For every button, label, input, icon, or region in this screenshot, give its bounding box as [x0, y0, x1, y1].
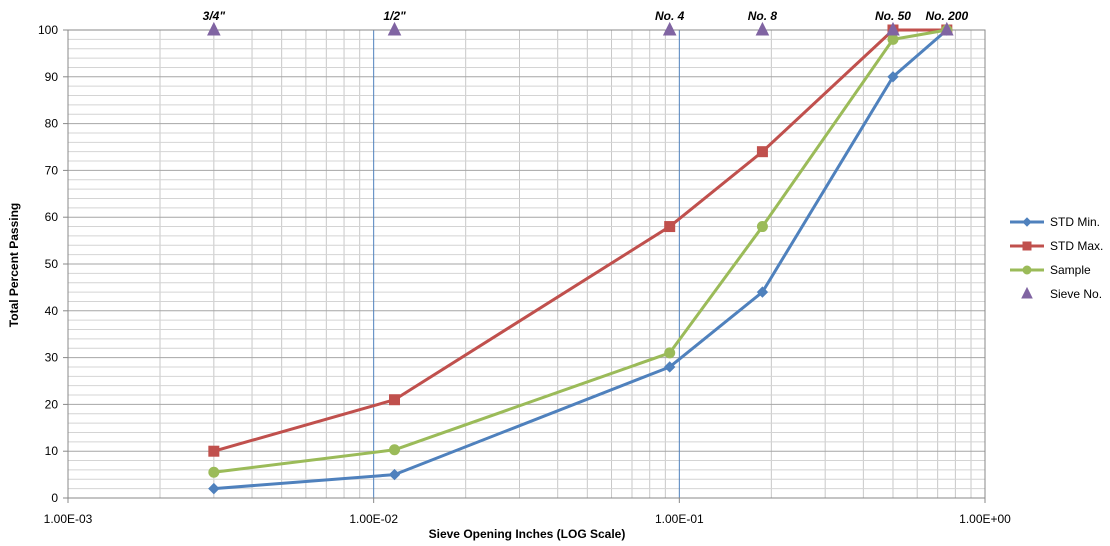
data-point	[208, 482, 220, 495]
y-tick-label: 10	[45, 444, 59, 458]
legend-marker	[1022, 265, 1032, 275]
y-tick-label: 50	[45, 257, 59, 271]
sieve-label: No. 200	[925, 9, 968, 23]
data-point	[756, 286, 769, 298]
y-tick-label: 30	[45, 351, 59, 365]
data-point	[886, 21, 900, 36]
x-tick-label: 1.00E-03	[44, 512, 93, 526]
series-line	[213, 28, 948, 474]
legend-item: STD Max.	[1010, 239, 1103, 253]
data-point	[208, 466, 220, 478]
data-point	[755, 21, 770, 36]
y-tick-label: 90	[45, 70, 59, 84]
x-axis-title: Sieve Opening Inches (LOG Scale)	[429, 527, 626, 541]
data-point	[663, 361, 676, 373]
x-tick-label: 1.00E-02	[349, 512, 398, 526]
legend-label: Sample	[1050, 263, 1091, 277]
series-layer	[207, 21, 954, 495]
sieve-label: 3/4"	[203, 9, 226, 23]
sieve-label: No. 4	[655, 9, 685, 23]
legend-label: Sieve No.	[1050, 287, 1102, 301]
data-point	[207, 21, 221, 36]
y-tick-label: 0	[51, 491, 58, 505]
data-point	[662, 21, 677, 36]
legend-label: STD Max.	[1050, 239, 1103, 253]
data-point	[887, 33, 899, 45]
series-sieve-no	[207, 21, 954, 36]
sieve-label: No. 8	[748, 9, 778, 23]
legend-label: STD Min.	[1050, 215, 1100, 229]
data-point	[756, 221, 768, 233]
y-tick-label: 80	[45, 117, 59, 131]
y-tick-label: 20	[45, 397, 59, 411]
y-axis-title: Total Percent Passing	[7, 203, 21, 327]
legend-marker	[1022, 217, 1032, 227]
y-tick-label: 70	[45, 163, 59, 177]
series-line	[213, 28, 947, 453]
y-tick-label: 100	[38, 23, 58, 37]
legend-marker	[1022, 241, 1032, 251]
data-point	[756, 146, 768, 158]
x-tick-label: 1.00E+00	[959, 512, 1011, 526]
legend-item: STD Min.	[1010, 215, 1100, 229]
y-tick-label: 60	[45, 210, 59, 224]
data-point	[389, 394, 401, 406]
axes: 0 10 20 30 40 50 60 70 80 90 100 1.00E-03 1.00E-02 1.…	[38, 23, 1011, 526]
series-line	[213, 28, 948, 491]
data-point	[940, 21, 954, 36]
y-tick-label: 40	[45, 304, 59, 318]
sieve-labels: 3/4" 1/2" No. 4 No. 8 No. 50 No. 200	[203, 9, 969, 23]
x-tick-label: 1.00E-01	[655, 512, 704, 526]
data-point	[389, 444, 401, 456]
series-std-max	[208, 24, 953, 457]
data-point	[208, 445, 220, 457]
data-point	[664, 347, 676, 359]
sieve-label: No. 50	[875, 9, 911, 23]
data-point	[388, 468, 401, 481]
legend: STD Min. STD Max. Sample Sieve No.	[1010, 215, 1103, 301]
legend-marker	[1021, 286, 1033, 299]
data-point	[887, 71, 899, 83]
grid	[67, 29, 986, 499]
legend-item: Sieve No.	[1021, 286, 1102, 301]
legend-item: Sample	[1010, 263, 1091, 277]
data-point	[387, 21, 402, 36]
data-point	[664, 221, 676, 233]
sieve-label: 1/2"	[383, 9, 406, 23]
